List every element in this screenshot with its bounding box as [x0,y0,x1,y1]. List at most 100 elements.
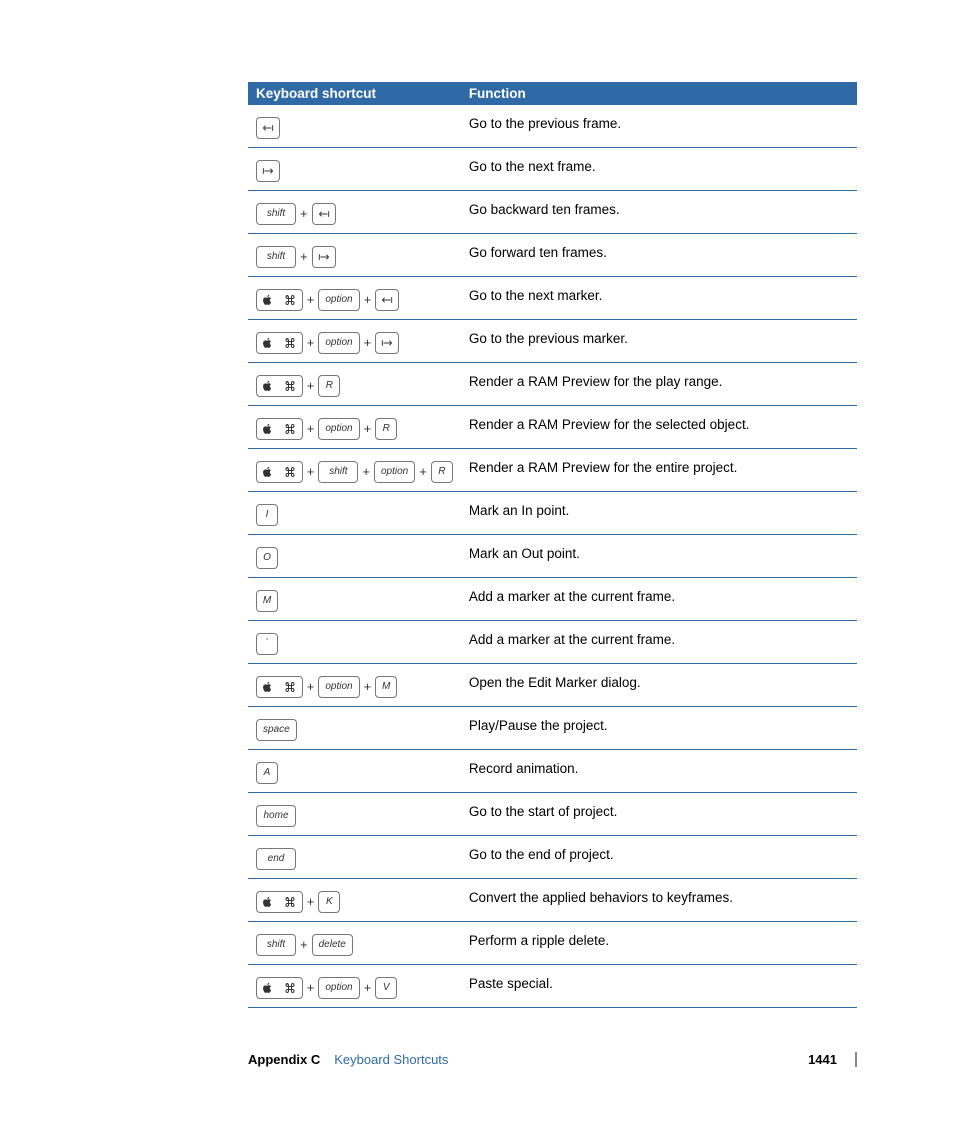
shift-key: shift [256,934,296,956]
function-cell: Render a RAM Preview for the selected ob… [461,406,857,449]
shortcut-cell: +option+M [248,664,461,707]
plus-separator: + [364,421,372,438]
function-cell: Play/Pause the project. [461,707,857,750]
plus-separator: + [300,206,308,223]
plus-separator: + [300,937,308,954]
footer-title: Keyboard Shortcuts [334,1052,448,1067]
arrow-right-key-icon [375,332,399,354]
function-cell: Go to the next marker. [461,277,857,320]
table-header-row: Keyboard shortcut Function [248,82,857,105]
command-key-icon [256,418,303,440]
function-cell: Render a RAM Preview for the play range. [461,363,857,406]
plus-separator: + [307,894,315,911]
plus-separator: + [307,464,315,481]
shortcut-cell: I [248,492,461,535]
table-row: A Record animation. [248,750,857,793]
plus-separator: + [307,980,315,997]
letter-key: I [256,504,278,526]
plus-separator: + [307,292,315,309]
function-cell: Record animation. [461,750,857,793]
letter-key: O [256,547,278,569]
command-key-icon [256,332,303,354]
table-row: +shift+option+RRender a RAM Preview for … [248,449,857,492]
letter-key: R [375,418,397,440]
table-row: +option+RRender a RAM Preview for the se… [248,406,857,449]
table-row: O Mark an Out point. [248,535,857,578]
function-cell: Go to the next frame. [461,148,857,191]
footer-page-number: 1441 [808,1052,837,1067]
col-header-function: Function [461,82,857,105]
space-key: space [256,719,297,741]
plus-separator: + [364,335,372,352]
letter-key: M [256,590,278,612]
table-row: +option+VPaste special. [248,965,857,1008]
letter-key: R [318,375,340,397]
arrow-left-key-icon [312,203,336,225]
shortcut-cell: shift+delete [248,922,461,965]
shortcut-cell: +R [248,363,461,406]
arrow-right-key-icon [312,246,336,268]
command-key-icon [256,891,303,913]
shortcut-cell: +shift+option+R [248,449,461,492]
table-row: shift+Go forward ten frames. [248,234,857,277]
shortcut-cell: +option+R [248,406,461,449]
table-row: +KConvert the applied behaviors to keyfr… [248,879,857,922]
letter-key: V [375,977,397,999]
plus-separator: + [362,464,370,481]
shortcut-cell: +K [248,879,461,922]
table-row: +option+Go to the previous marker. [248,320,857,363]
function-cell: Go to the start of project. [461,793,857,836]
function-cell: Go backward ten frames. [461,191,857,234]
function-cell: Paste special. [461,965,857,1008]
table-row: +option+MOpen the Edit Marker dialog. [248,664,857,707]
function-cell: Convert the applied behaviors to keyfram… [461,879,857,922]
letter-key: ` [256,633,278,655]
function-cell: Render a RAM Preview for the entire proj… [461,449,857,492]
shift-key: shift [318,461,358,483]
shortcut-cell: home [248,793,461,836]
col-header-shortcut: Keyboard shortcut [248,82,461,105]
arrow-right-key-icon [256,160,280,182]
option-key: option [318,977,359,999]
letter-key: A [256,762,278,784]
function-cell: Mark an Out point. [461,535,857,578]
function-cell: Go to the previous frame. [461,105,857,148]
shift-key: shift [256,246,296,268]
table-row: shift+deletePerform a ripple delete. [248,922,857,965]
table-row: I Mark an In point. [248,492,857,535]
function-cell: Mark an In point. [461,492,857,535]
table-row: Go to the previous frame. [248,105,857,148]
plus-separator: + [364,980,372,997]
plus-separator: + [300,249,308,266]
shortcut-cell: shift+ [248,191,461,234]
letter-key: R [431,461,453,483]
plus-separator: + [307,421,315,438]
end-key: end [256,848,296,870]
table-row: +RRender a RAM Preview for the play rang… [248,363,857,406]
shortcut-cell: +option+ [248,320,461,363]
command-key-icon [256,289,303,311]
table-row: space Play/Pause the project. [248,707,857,750]
page-footer: Appendix C Keyboard Shortcuts 1441 [248,1052,857,1067]
shortcut-cell [248,105,461,148]
function-cell: Add a marker at the current frame. [461,621,857,664]
table-row: shift+Go backward ten frames. [248,191,857,234]
plus-separator: + [364,679,372,696]
option-key: option [318,332,359,354]
command-key-icon [256,676,303,698]
home-key: home [256,805,296,827]
shortcut-cell: +option+V [248,965,461,1008]
delete-key: delete [312,934,353,956]
function-cell: Open the Edit Marker dialog. [461,664,857,707]
shortcut-cell: +option+ [248,277,461,320]
shortcut-cell: ` [248,621,461,664]
plus-separator: + [307,378,315,395]
command-key-icon [256,375,303,397]
shift-key: shift [256,203,296,225]
shortcut-cell: shift+ [248,234,461,277]
table-row: home Go to the start of project. [248,793,857,836]
plus-separator: + [307,335,315,352]
shortcut-cell: O [248,535,461,578]
shortcut-cell: space [248,707,461,750]
option-key: option [318,289,359,311]
